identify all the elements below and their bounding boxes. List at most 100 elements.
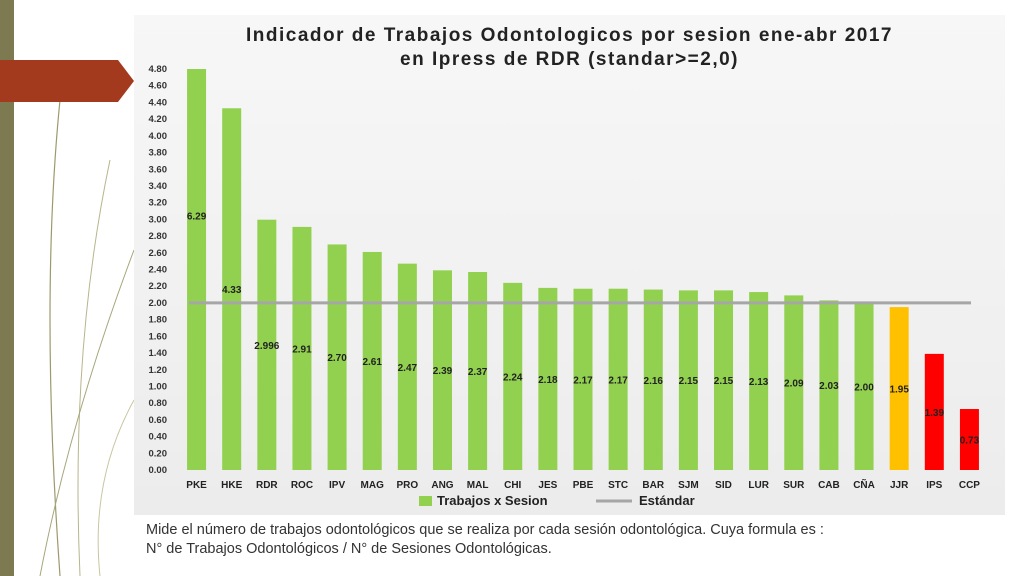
bar	[432, 270, 452, 470]
bar	[292, 226, 312, 470]
data-label: 2.09	[784, 379, 804, 390]
x-tick-label: CCP	[959, 480, 980, 491]
y-tick-label: 4.60	[149, 81, 168, 92]
data-label: 4.33	[222, 285, 242, 296]
bar	[854, 302, 874, 470]
bar	[784, 295, 804, 470]
y-tick-label: 0.40	[149, 432, 168, 443]
x-tick-label: HKE	[221, 480, 242, 491]
x-tick-label: PKE	[186, 480, 207, 491]
x-tick-label: CÑA	[853, 478, 875, 491]
bar	[538, 287, 558, 470]
data-label: 2.47	[398, 363, 418, 374]
data-label: 2.17	[573, 375, 593, 386]
bar	[608, 288, 628, 470]
caption-line-2: N° de Trabajos Odontológicos / N° de Ses…	[146, 541, 552, 557]
y-tick-label: 0.00	[149, 465, 168, 476]
data-label: 2.13	[749, 377, 769, 388]
y-tick-label: 0.80	[149, 398, 168, 409]
y-tick-label: 3.20	[149, 198, 168, 209]
bar	[327, 244, 347, 470]
bar	[573, 288, 593, 470]
x-tick-label: SUR	[783, 480, 805, 491]
x-tick-label: CHI	[504, 480, 521, 491]
data-label: 2.15	[679, 376, 699, 387]
y-tick-label: 2.80	[149, 231, 168, 242]
legend-label-bars: Trabajos x Sesion	[437, 493, 548, 508]
x-tick-label: LUR	[748, 480, 769, 491]
y-tick-label: 3.40	[149, 181, 168, 192]
data-label: 2.37	[468, 367, 488, 378]
bar-chart: 0.00 0.20 0.40 0.60 0.80 1.00 1.20 1.40 1.60 1.80…	[149, 64, 981, 508]
x-tick-label: CAB	[818, 480, 840, 491]
chart-caption: Mide el número de trabajos odontológicos…	[146, 521, 1006, 559]
chart-subtitle: en Ipress de RDR (standar>=2,0)	[400, 49, 739, 70]
bar	[678, 290, 698, 470]
data-label: 1.39	[925, 408, 945, 419]
bar	[643, 289, 663, 470]
bar	[222, 108, 242, 470]
bar	[749, 292, 769, 470]
y-tick-label: 4.80	[149, 64, 168, 75]
bar	[397, 263, 417, 470]
chart-title: Indicador de Trabajos Odontologicos por …	[245, 25, 893, 46]
y-tick-label: 2.40	[149, 265, 168, 276]
x-tick-label: MAL	[467, 480, 489, 491]
data-label: 2.16	[644, 376, 664, 387]
x-tick-label: ROC	[291, 480, 313, 491]
x-tick-label: BAR	[642, 480, 664, 491]
data-label: 2.70	[327, 353, 347, 364]
data-label: 2.39	[433, 366, 453, 377]
data-label: 6.29	[187, 211, 207, 222]
x-tick-label: IPS	[926, 480, 942, 491]
decorative-lines	[0, 60, 134, 576]
y-tick-label: 0.20	[149, 448, 168, 459]
x-tick-label: STC	[608, 480, 628, 491]
x-tick-label: RDR	[256, 480, 278, 491]
data-label: 2.15	[714, 376, 734, 387]
y-tick-label: 2.60	[149, 248, 168, 259]
data-label: 2.91	[292, 344, 312, 355]
caption-line-1: Mide el número de trabajos odontológicos…	[146, 522, 824, 538]
y-tick-label: 4.40	[149, 97, 168, 108]
x-tick-label: SJM	[678, 480, 699, 491]
y-tick-label: 1.80	[149, 315, 168, 326]
data-label: 2.996	[254, 341, 279, 352]
data-label: 0.73	[960, 436, 980, 447]
y-tick-label: 4.20	[149, 114, 168, 125]
x-tick-label: JJR	[890, 480, 909, 491]
y-tick-label: 3.80	[149, 148, 168, 159]
x-tick-label: SID	[715, 480, 732, 491]
bar	[503, 282, 523, 470]
x-tick-label: PRO	[397, 480, 419, 491]
y-tick-label: 1.20	[149, 365, 168, 376]
bar	[714, 290, 734, 470]
y-tick-label: 0.60	[149, 415, 168, 426]
data-label: 2.18	[538, 375, 558, 386]
data-label: 1.95	[889, 385, 909, 396]
bar	[889, 307, 909, 470]
data-label: 2.00	[854, 382, 874, 393]
data-label: 2.24	[503, 372, 523, 383]
y-tick-label: 1.40	[149, 348, 168, 359]
x-tick-label: ANG	[431, 480, 453, 491]
y-tick-label: 2.20	[149, 281, 168, 292]
data-label: 2.03	[819, 381, 839, 392]
legend-label-standard: Estándar	[639, 493, 695, 508]
bar	[959, 409, 979, 470]
y-tick-label: 3.60	[149, 164, 168, 175]
data-label: 2.61	[362, 357, 382, 368]
bar	[257, 219, 277, 470]
data-label: 2.17	[608, 375, 628, 386]
bar	[468, 272, 488, 470]
title-arrow-marker	[0, 60, 134, 102]
y-tick-label: 4.00	[149, 131, 168, 142]
bar	[819, 300, 839, 470]
side-accent-bar	[0, 0, 14, 576]
x-tick-label: PBE	[573, 480, 594, 491]
y-tick-label: 1.00	[149, 381, 168, 392]
y-tick-label: 2.00	[149, 298, 168, 309]
bar	[362, 251, 382, 470]
bar	[924, 353, 944, 470]
chart-panel: Indicador de Trabajos Odontologicos por …	[134, 15, 1005, 515]
